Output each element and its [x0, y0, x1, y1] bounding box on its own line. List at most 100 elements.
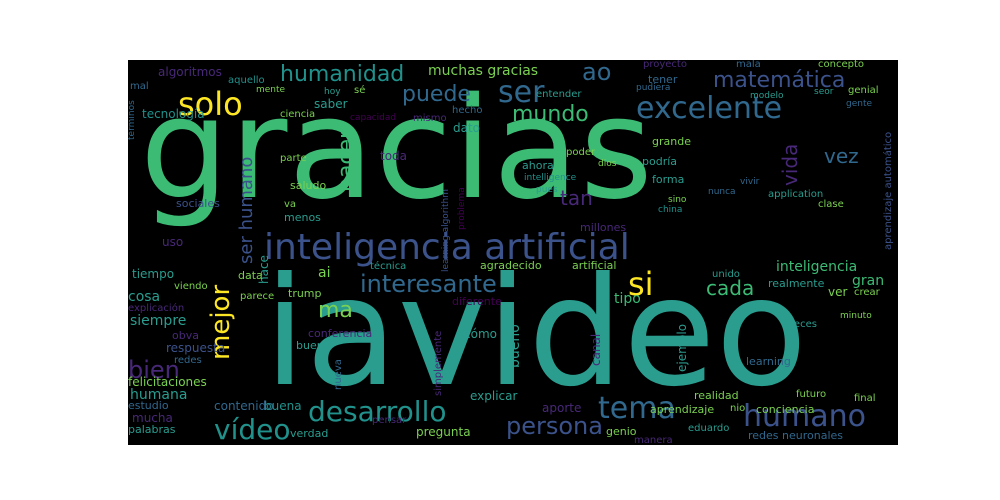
word-mundo: mundo — [512, 102, 589, 127]
word-bien: bien — [128, 356, 180, 384]
word-tiempo: tiempo — [132, 267, 175, 281]
word-nunca: nunca — [708, 187, 736, 197]
word-va: va — [284, 199, 297, 210]
word-humano: humano — [743, 399, 867, 434]
word-dios: dios — [598, 159, 617, 169]
word-ser-humano: ser humano — [236, 156, 257, 264]
word-pregunta: pregunta — [416, 425, 471, 439]
word-manera: manera — [634, 435, 673, 446]
word-final: final — [854, 393, 876, 404]
word-siempre: siempre — [130, 313, 187, 329]
word-eduardo: eduardo — [688, 423, 730, 434]
word-conciencia: conciencia — [756, 403, 815, 416]
word-intelligence: intelligence — [524, 173, 577, 183]
word-china: china — [658, 205, 683, 215]
word-matematica: matemática — [713, 68, 846, 93]
word-como: cómo — [464, 327, 497, 341]
word-mucha: mucha — [132, 411, 173, 425]
word-ma: ma — [318, 298, 353, 323]
word-futuro: futuro — [796, 389, 827, 400]
word-video: vídeo — [214, 413, 291, 445]
word-desarrollo: desarrollo — [308, 395, 447, 428]
word-si: si — [628, 265, 654, 303]
word-genio: genio — [606, 425, 637, 438]
word-canal: canal — [589, 333, 603, 366]
word-interesante: interesante — [360, 270, 497, 298]
word-explicar: explicar — [470, 389, 518, 403]
word-artificial: artificial — [572, 259, 617, 272]
word-redes-neuronales: redes neuronales — [748, 429, 844, 442]
word-cosa: cosa — [128, 289, 161, 305]
word-mismo: mismo — [413, 113, 447, 124]
word-vez: vez — [824, 144, 859, 168]
word-pensar: pensar — [372, 415, 407, 426]
word-clase: clase — [818, 199, 844, 210]
word-genial: genial — [848, 85, 879, 96]
word-uso: uso — [162, 235, 184, 249]
word-millones: millones — [580, 221, 627, 234]
word-viendo: viendo — [174, 281, 208, 292]
word-conferencia: conferencia — [308, 327, 373, 340]
word-respuesta: respuesta — [166, 341, 226, 355]
word-diferente: diferente — [452, 295, 502, 308]
word-learning-algorithm: learning algorithm — [441, 188, 451, 272]
word-crear: crear — [854, 287, 880, 298]
word-verdad: verdad — [290, 427, 329, 440]
word-menos: menos — [284, 211, 321, 224]
word-ejemplo: ejemplo — [675, 323, 689, 372]
word-realidad: realidad — [694, 389, 739, 402]
word-mala: mala — [736, 60, 761, 70]
word-dato: dato — [453, 121, 481, 135]
word-contenido: contenido — [214, 399, 274, 413]
word-tener: tener — [648, 73, 678, 86]
word-tipo: tipo — [614, 291, 641, 307]
word-solo: solo — [178, 85, 243, 123]
word-puede: puede — [402, 82, 471, 107]
word-iavideo: iavideo — [264, 246, 808, 420]
word-se: sé — [354, 85, 366, 96]
word-poder: poder — [566, 147, 596, 158]
word-application: application — [768, 189, 824, 200]
word-felicitaciones: felicitaciones — [128, 375, 207, 389]
word-grande: grande — [652, 135, 691, 148]
word-vivir: vivir — [740, 177, 760, 187]
word-cloud: gracias iavideo inteligencia artificial … — [128, 60, 898, 445]
word-obva: obva — [172, 329, 199, 342]
word-ahora: ahora — [522, 159, 554, 172]
word-ser: ser — [498, 75, 545, 110]
word-parece: parece — [240, 291, 275, 302]
word-seor: seor — [814, 87, 834, 97]
word-agradecido: agradecido — [480, 259, 542, 272]
word-humana: humana — [130, 387, 188, 403]
word-simplemente: simplemente — [433, 330, 444, 396]
word-aprendizaje-automatico: aprendizaje automático — [883, 131, 894, 250]
word-tema: tema — [598, 391, 676, 426]
word-sino: sino — [668, 195, 687, 205]
word-aprendizaje: aprendizaje — [650, 403, 715, 416]
word-algoritmos: algoritmos — [158, 65, 222, 79]
word-ver: ver — [828, 285, 848, 299]
word-aquello: aquello — [228, 75, 265, 86]
word-nueva: nueva — [333, 359, 344, 390]
word-tan: tan — [560, 186, 593, 210]
word-proyecto: proyecto — [643, 60, 687, 70]
word-tecnica: técnica — [370, 261, 407, 272]
word-ai: ai — [318, 265, 331, 281]
word-modelo: modelo — [750, 91, 784, 101]
word-problema: problema — [457, 187, 467, 230]
word-learning: learning — [746, 355, 791, 368]
word-explicacion: explicación — [128, 303, 185, 314]
word-muchas-gracias: muchas gracias — [428, 63, 539, 79]
word-excelente: excelente — [636, 91, 783, 126]
word-hoy: hoy — [324, 87, 341, 97]
word-toda: toda — [380, 149, 408, 163]
word-gracias: gracias — [140, 68, 654, 231]
word-aporte: aporte — [542, 401, 582, 415]
word-nio: nio — [730, 403, 746, 414]
word-ciencia: ciencia — [280, 109, 316, 120]
word-concepto: concepto — [818, 60, 864, 70]
word-capacidad: capacidad — [350, 113, 397, 123]
word-inteligencia-artificial: inteligencia artificial — [264, 227, 630, 268]
word-mal: mal — [130, 81, 149, 92]
word-forma: forma — [652, 173, 685, 186]
